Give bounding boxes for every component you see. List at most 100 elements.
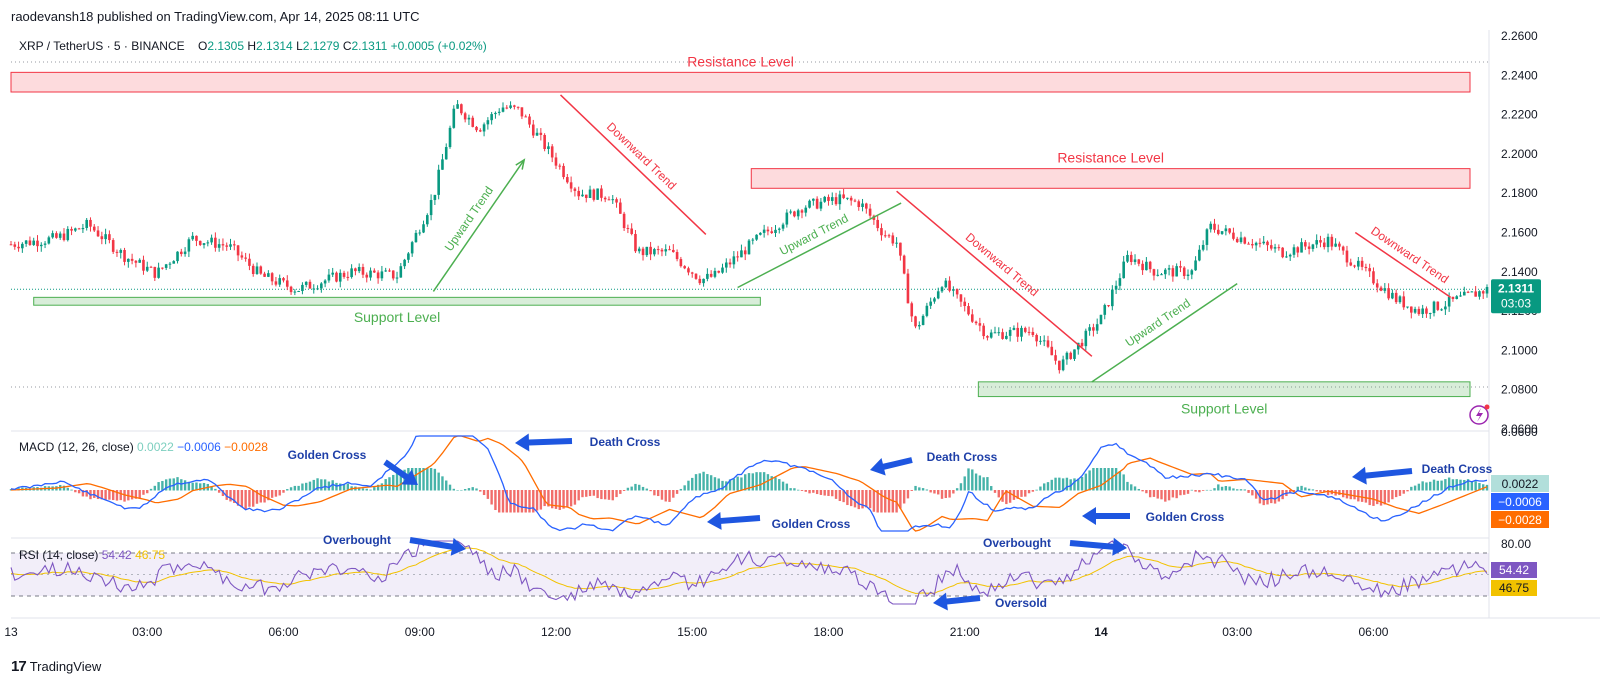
candle bbox=[1440, 309, 1443, 311]
candle bbox=[982, 325, 985, 337]
candle bbox=[1455, 296, 1459, 299]
downward-trend-label: Downward Trend bbox=[1368, 224, 1451, 287]
macd-histogram-bar bbox=[1379, 490, 1383, 506]
macd-histogram-bar bbox=[100, 490, 104, 500]
candle bbox=[161, 267, 164, 269]
candle bbox=[1447, 296, 1451, 307]
candle bbox=[1092, 327, 1095, 331]
macd-histogram-bar bbox=[596, 490, 599, 499]
candle bbox=[1269, 245, 1273, 249]
candle bbox=[320, 283, 323, 289]
macd-histogram-bar bbox=[1478, 482, 1481, 491]
macd-legend[interactable]: MACD (12, 26, close) 0.0022 −0.0006 −0.0… bbox=[19, 440, 268, 454]
open-value: 2.1305 bbox=[207, 39, 245, 53]
candle bbox=[293, 291, 297, 293]
macd-histogram-bar bbox=[691, 477, 694, 491]
candle bbox=[119, 250, 123, 253]
candle bbox=[297, 290, 300, 292]
macd-histogram-bar bbox=[937, 490, 940, 495]
candle bbox=[558, 165, 562, 167]
candle bbox=[789, 211, 792, 213]
candle bbox=[66, 228, 70, 241]
symbol-name[interactable]: XRP / TetherUS · 5 · BINANCE bbox=[19, 39, 185, 53]
candle bbox=[1148, 261, 1152, 270]
time-tick-label: 21:00 bbox=[950, 625, 980, 639]
macd-value-badge bbox=[1491, 493, 1549, 510]
macd-histogram-bar bbox=[392, 474, 395, 491]
macd-histogram-bar bbox=[1209, 489, 1212, 491]
macd-histogram-bar bbox=[1425, 482, 1428, 491]
macd-histogram-bar bbox=[1080, 476, 1084, 491]
macd-axis-top: 0.0600 bbox=[1501, 425, 1538, 439]
macd-histogram-bar bbox=[1292, 490, 1296, 492]
trendlines: Upward Trend Downward Trend Upward Trend Do… bbox=[432, 94, 1452, 383]
candle bbox=[1088, 327, 1091, 331]
annotation-arrow-icon bbox=[1352, 466, 1413, 485]
rsi-label[interactable]: RSI (14, close) bbox=[19, 548, 99, 562]
macd-histogram-bar bbox=[1031, 490, 1035, 492]
macd-histogram-bar bbox=[418, 468, 421, 491]
candle bbox=[1016, 327, 1020, 337]
candle bbox=[441, 159, 444, 170]
candle bbox=[263, 273, 266, 277]
candle bbox=[637, 248, 641, 252]
macd-histogram-bar bbox=[607, 490, 611, 500]
macd-histogram-bar bbox=[615, 490, 618, 498]
candle bbox=[1353, 265, 1356, 267]
publisher-line: raodevansh18 published on TradingView.co… bbox=[11, 9, 420, 24]
macd-histogram-bar bbox=[339, 483, 342, 491]
candle bbox=[1156, 274, 1160, 276]
candle bbox=[1360, 260, 1364, 267]
candle bbox=[1209, 223, 1213, 230]
price-tick-label: 2.1600 bbox=[1501, 226, 1538, 240]
candle bbox=[410, 242, 414, 254]
candle bbox=[986, 336, 989, 338]
candle bbox=[827, 196, 830, 201]
macd-histogram-bar bbox=[486, 490, 490, 499]
candle bbox=[842, 194, 845, 199]
candle bbox=[89, 219, 92, 227]
macd-hist-value: 0.0022 bbox=[137, 440, 174, 454]
macd-histogram-bar bbox=[679, 488, 683, 491]
tradingview-brand[interactable]: 17 TradingView bbox=[11, 658, 101, 675]
candle bbox=[1398, 296, 1402, 303]
downward-trendline bbox=[1354, 231, 1452, 298]
candle bbox=[1239, 237, 1243, 243]
macd-histogram-bar bbox=[944, 490, 947, 499]
candle bbox=[948, 280, 951, 291]
macd-histogram-bar bbox=[789, 488, 792, 491]
macd-histogram-bar bbox=[1444, 479, 1447, 491]
candle bbox=[285, 280, 289, 287]
macd-line bbox=[10, 435, 1488, 532]
macd-histogram-bar bbox=[955, 488, 959, 491]
macd-histogram-bar bbox=[1436, 480, 1439, 491]
candle bbox=[717, 270, 721, 273]
candle bbox=[634, 233, 637, 252]
rsi-legend[interactable]: RSI (14, close) 54.42 46.75 bbox=[19, 548, 165, 562]
macd-histogram-bar bbox=[831, 490, 834, 497]
macd-histogram-bar bbox=[1398, 490, 1402, 496]
macd-label[interactable]: MACD (12, 26, close) bbox=[19, 440, 134, 454]
macd-histogram-bar bbox=[1046, 482, 1050, 491]
macd-histogram-bar bbox=[1474, 481, 1477, 491]
macd-histogram-bar bbox=[142, 490, 145, 495]
macd-histogram-bar bbox=[630, 486, 633, 491]
candle bbox=[596, 188, 599, 200]
candle bbox=[1391, 292, 1394, 299]
symbol-legend[interactable]: XRP / TetherUS · 5 · BINANCE O2.1305 H2.… bbox=[19, 39, 487, 53]
bar-countdown: 03:03 bbox=[1501, 296, 1531, 310]
candle bbox=[282, 278, 285, 281]
macd-histogram-bar bbox=[528, 490, 531, 513]
macd-histogram-bar bbox=[104, 490, 107, 500]
candle bbox=[210, 237, 213, 243]
macd-histogram-bar bbox=[1243, 489, 1246, 491]
change-value: +0.0005 (+0.02%) bbox=[390, 39, 487, 53]
candle bbox=[641, 248, 645, 256]
macd-histogram-bar bbox=[115, 490, 119, 501]
candle bbox=[736, 256, 739, 258]
macd-histogram-bar bbox=[645, 488, 649, 491]
candle bbox=[1213, 223, 1216, 230]
candle bbox=[967, 306, 970, 315]
macd-histogram-bar bbox=[270, 490, 274, 498]
